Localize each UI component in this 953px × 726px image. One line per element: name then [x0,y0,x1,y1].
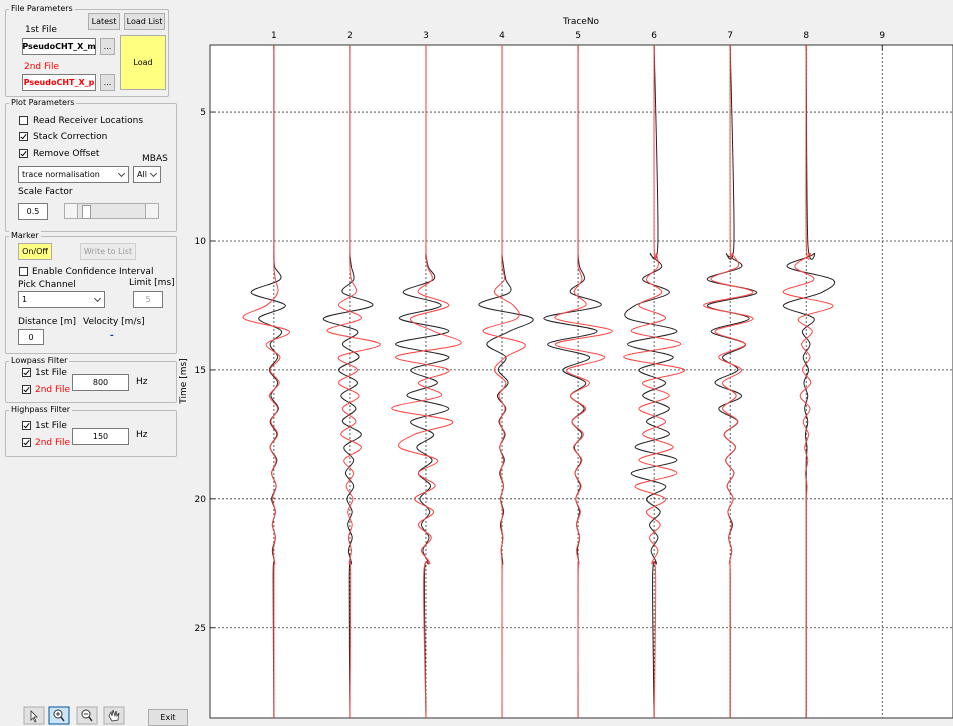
second-file-input[interactable]: PseudoCHT_X_p [22,74,96,91]
on-off-button[interactable]: On/Off [18,243,52,260]
plot-parameters-panel: Plot Parameters [5,98,177,232]
label: 2nd File [24,62,60,72]
y-axis-title: Time [ms] [179,358,189,404]
toolbar [23,706,125,725]
trace [326,45,381,718]
checkbox[interactable] [19,116,28,125]
label: Scale Factor [18,187,73,197]
zoom-out-tool[interactable] [76,706,98,725]
load-button[interactable]: Load [120,35,166,90]
x-tick-label: 7 [727,31,733,41]
limit-input[interactable]: 5 [133,291,163,308]
trace [554,45,613,718]
marker-panel: Marker [5,231,177,354]
label: Velocity [m/s] [83,317,145,327]
pointer-tool[interactable] [23,706,45,725]
label: 2nd File [35,438,71,448]
x-tick-label: 4 [499,31,505,41]
zoom-in-tool[interactable] [48,706,70,725]
checkbox[interactable] [19,132,28,141]
plot-area [209,44,953,719]
panel-title: Marker [9,231,41,240]
panel-title: Lowpass Filter [9,356,70,365]
browse-button[interactable]: ... [100,38,115,55]
x-tick-label: 6 [651,31,657,41]
checkbox[interactable] [22,368,31,377]
unit: Hz [136,430,148,440]
x-tick-label: 1 [271,31,277,41]
highpass-panel: Highpass Filter [5,405,177,457]
scale-factor-input[interactable]: 0.5 [18,203,48,220]
unit: Hz [136,377,148,387]
x-tick-label: 9 [879,31,885,41]
x-tick-label: 8 [803,31,809,41]
trace [623,45,686,718]
trace [391,45,462,718]
first-file-input[interactable]: PseudoCHT_X_m [22,38,96,55]
traces [242,45,836,718]
distance-input[interactable]: 0 [18,329,44,345]
y-tick-label: 10 [195,237,207,247]
velocity-value: - [110,331,114,341]
write-to-list-button[interactable]: Write to List [80,243,136,260]
trace [782,45,834,718]
checkbox[interactable] [19,267,28,276]
x-tick-label: 2 [347,31,353,41]
label: Distance [m] [18,317,77,327]
pick-channel-select[interactable]: 1 [18,291,105,308]
checkbox[interactable] [22,438,31,447]
panel-title: Plot Parameters [9,98,77,107]
slider-arrow[interactable] [145,204,158,218]
panel-title: File Parameters [9,4,75,13]
x-axis-title: TraceNo [562,17,600,27]
y-tick-label: 15 [195,366,206,376]
slider-arrow[interactable] [65,204,78,218]
label: Pick Channel [18,280,76,290]
y-tick-label: 25 [195,624,206,634]
latest-button[interactable]: Latest [88,13,120,30]
x-tick-label: 3 [423,31,429,41]
trace [482,45,526,718]
trace [242,45,290,718]
label: 1st File [35,421,67,431]
lowpass-input[interactable]: 800 [72,374,129,391]
checkbox[interactable] [22,421,31,430]
load-list-button[interactable]: Load List [124,13,165,30]
label: 2nd File [35,385,71,395]
file-parameters-panel: File Parameters [5,4,169,97]
mbas-select[interactable]: All [133,166,161,183]
highpass-input[interactable]: 150 [72,428,129,445]
browse-button[interactable]: ... [100,74,115,91]
label: Stack Correction [33,132,108,142]
lowpass-panel: Lowpass Filter [5,356,177,403]
label: Limit [ms] [129,278,175,288]
x-tick-label: 5 [575,31,581,41]
panel-title: Highpass Filter [9,405,73,414]
label: Read Receiver Locations [33,116,144,126]
y-tick-label: 5 [200,108,206,118]
label: 1st File [35,368,67,378]
pan-tool[interactable] [103,706,125,725]
checkbox[interactable] [19,149,28,158]
label: MBAS [142,154,168,164]
normalisation-select[interactable]: trace normalisation [18,166,129,183]
checkbox[interactable] [22,385,31,394]
slider-thumb[interactable] [82,205,91,219]
y-tick-label: 20 [195,495,207,505]
label: 1st File [25,25,57,35]
scale-slider[interactable] [64,203,159,219]
label: Remove Offset [33,149,100,159]
label: Enable Confidence Interval [32,267,154,277]
trace [703,45,754,718]
